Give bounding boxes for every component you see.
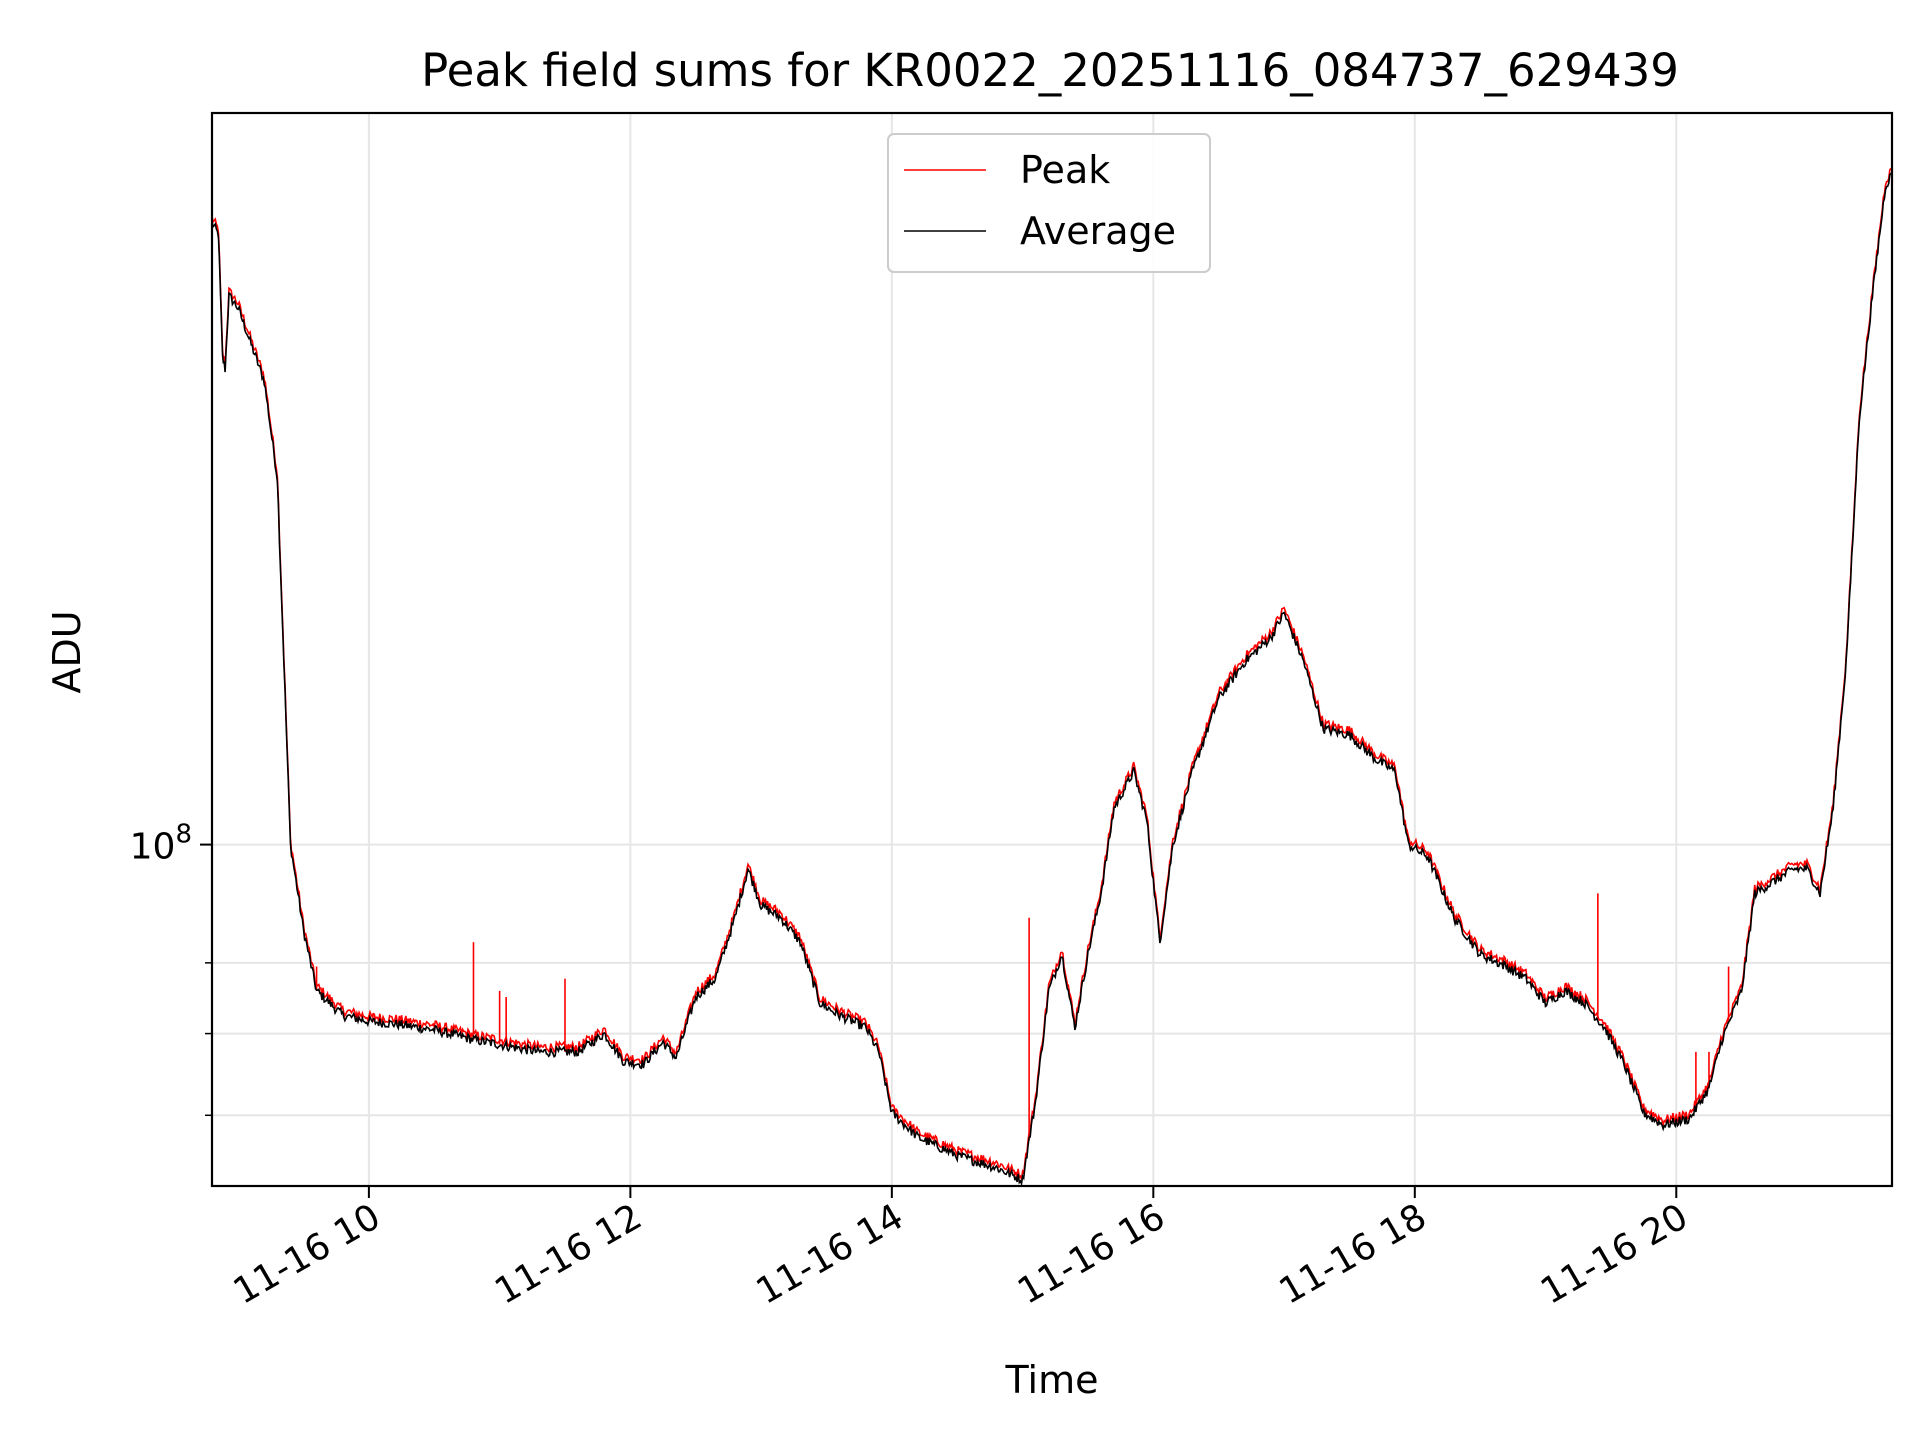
- chart-title: Peak field sums for KR0022_20251116_0847…: [421, 44, 1679, 97]
- y-tick-label: 108: [130, 820, 192, 868]
- grid-lines: [212, 113, 1892, 1186]
- x-axis-label: Time: [1005, 1358, 1099, 1402]
- y-axis-label: ADU: [45, 610, 89, 693]
- legend: Peak Average: [887, 133, 1211, 273]
- series-line-average: [211, 172, 1893, 1187]
- legend-label-average: Average: [1020, 209, 1176, 253]
- legend-box: [887, 133, 1211, 273]
- axes-frame: [210, 111, 1894, 1188]
- y-axis-ticks: 108: [130, 820, 212, 1117]
- legend-label-peak: Peak: [1020, 148, 1110, 192]
- plot-data: [211, 167, 1893, 1187]
